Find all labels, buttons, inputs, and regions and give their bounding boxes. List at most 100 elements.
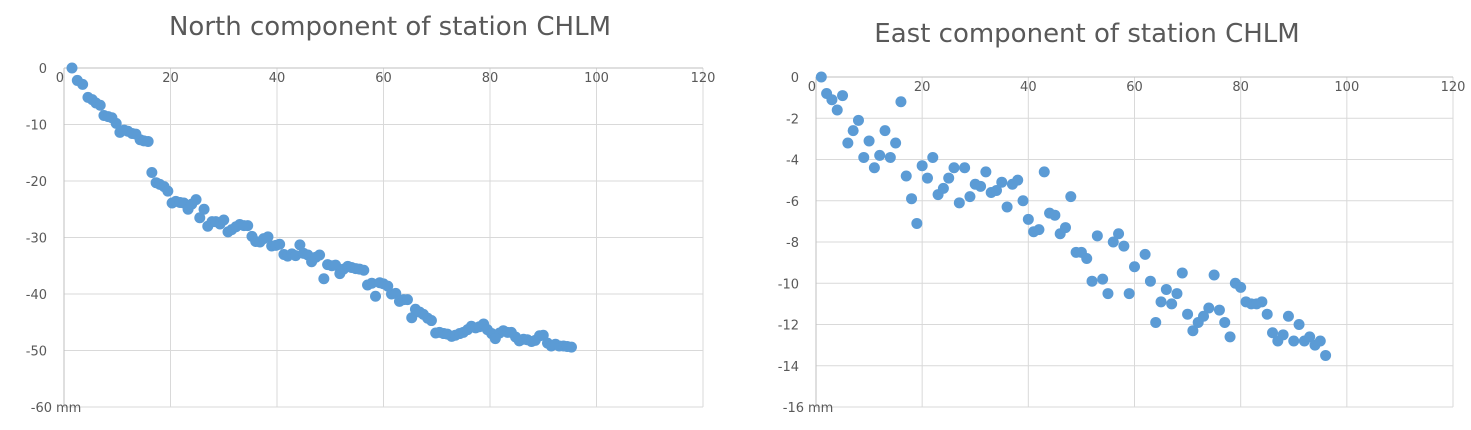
chart-title: East component of station CHLM (874, 19, 1299, 49)
data-point (852, 114, 864, 126)
data-point (110, 117, 122, 129)
data-point (194, 212, 206, 224)
y-tick-label: -40 (26, 288, 47, 303)
data-point (1277, 329, 1289, 341)
data-point (837, 90, 849, 102)
data-point (826, 94, 838, 106)
y-tick-label: -50 (26, 345, 47, 360)
y-tick-label: 0 (791, 71, 799, 86)
data-point (895, 96, 907, 108)
data-point (425, 315, 437, 327)
x-tick-label: 80 (482, 71, 499, 86)
data-point (262, 231, 274, 243)
x-tick-label: 100 (584, 71, 609, 86)
data-point (900, 170, 912, 182)
data-point (142, 135, 154, 147)
data-point (858, 151, 870, 163)
y-tick-label: -16 (783, 401, 804, 416)
data-point (1001, 201, 1013, 213)
data-point (884, 151, 896, 163)
data-point (1139, 248, 1151, 260)
data-point (1065, 191, 1077, 203)
y-tick-label: -4 (786, 154, 799, 169)
y-tick-label: -12 (778, 319, 799, 334)
x-tick-label: 60 (1126, 80, 1143, 95)
data-point (975, 180, 987, 192)
data-point (146, 167, 158, 179)
data-point (1049, 209, 1061, 221)
data-point (1033, 224, 1045, 236)
data-point (1155, 296, 1167, 308)
data-point (1224, 331, 1236, 343)
data-point (1171, 288, 1183, 300)
y-tick-label: -2 (786, 112, 799, 127)
data-point (990, 184, 1002, 196)
data-point (1144, 275, 1156, 287)
data-point (1012, 174, 1024, 186)
data-point (842, 137, 854, 149)
data-point (921, 172, 933, 184)
x-tick-label: 40 (1020, 80, 1037, 95)
data-point (1182, 308, 1194, 320)
data-point (66, 62, 78, 74)
north-component-chart: North component of station CHLM 0 -10 -20 -3… (26, 12, 716, 416)
data-point (1107, 236, 1119, 248)
data-point (1102, 288, 1114, 300)
data-point (1022, 213, 1034, 225)
data-point (1059, 222, 1071, 234)
data-point (1187, 325, 1199, 337)
data-point (874, 149, 886, 161)
data-point (831, 104, 843, 116)
data-point (916, 160, 928, 172)
x-tick-label: 100 (1334, 80, 1359, 95)
data-point (1282, 310, 1294, 322)
data-point (948, 162, 960, 174)
data-point (863, 135, 875, 147)
data-point (1150, 316, 1162, 328)
data-point (937, 182, 949, 194)
data-point (964, 191, 976, 203)
data-point (190, 194, 202, 206)
y-tick-label: 0 (39, 62, 47, 77)
data-point (358, 264, 370, 276)
x-tick-label: 40 (269, 71, 286, 86)
y-tick-label: -8 (786, 236, 799, 251)
data-point (1314, 335, 1326, 347)
data-point (1166, 298, 1178, 310)
data-point (366, 277, 378, 289)
data-point (1160, 283, 1172, 295)
east-component-chart: East component of station CHLM 0 -2 -4 -6 -8 -… (778, 19, 1466, 416)
y-tick-label: -20 (26, 175, 47, 190)
data-point (1304, 331, 1316, 343)
data-point (879, 125, 891, 137)
y-unit-label: mm (56, 401, 81, 416)
y-tick-label: -10 (26, 119, 47, 134)
y-tick-label: -60 (31, 401, 52, 416)
data-point (1097, 273, 1109, 285)
data-point (980, 166, 992, 178)
data-point (1267, 327, 1279, 339)
data-point (1219, 316, 1231, 328)
data-point (1213, 304, 1225, 316)
data-point (401, 294, 413, 306)
data-point (1198, 310, 1210, 322)
data-point (370, 290, 382, 302)
data-point (406, 312, 418, 324)
x-tick-label: 120 (1441, 80, 1466, 95)
data-point (1113, 228, 1125, 240)
data-point (1091, 230, 1103, 242)
data-point (1176, 267, 1188, 279)
data-point (1288, 335, 1300, 347)
data-point (242, 220, 254, 232)
data-point (911, 217, 923, 229)
data-point (1293, 319, 1305, 330)
data-point (1320, 349, 1332, 361)
data-point (77, 78, 89, 90)
data-point (890, 137, 902, 149)
data-point (815, 71, 827, 83)
data-point (1123, 288, 1135, 300)
x-tick-label: 20 (914, 80, 931, 95)
data-point (1208, 269, 1220, 281)
data-point (162, 185, 174, 197)
